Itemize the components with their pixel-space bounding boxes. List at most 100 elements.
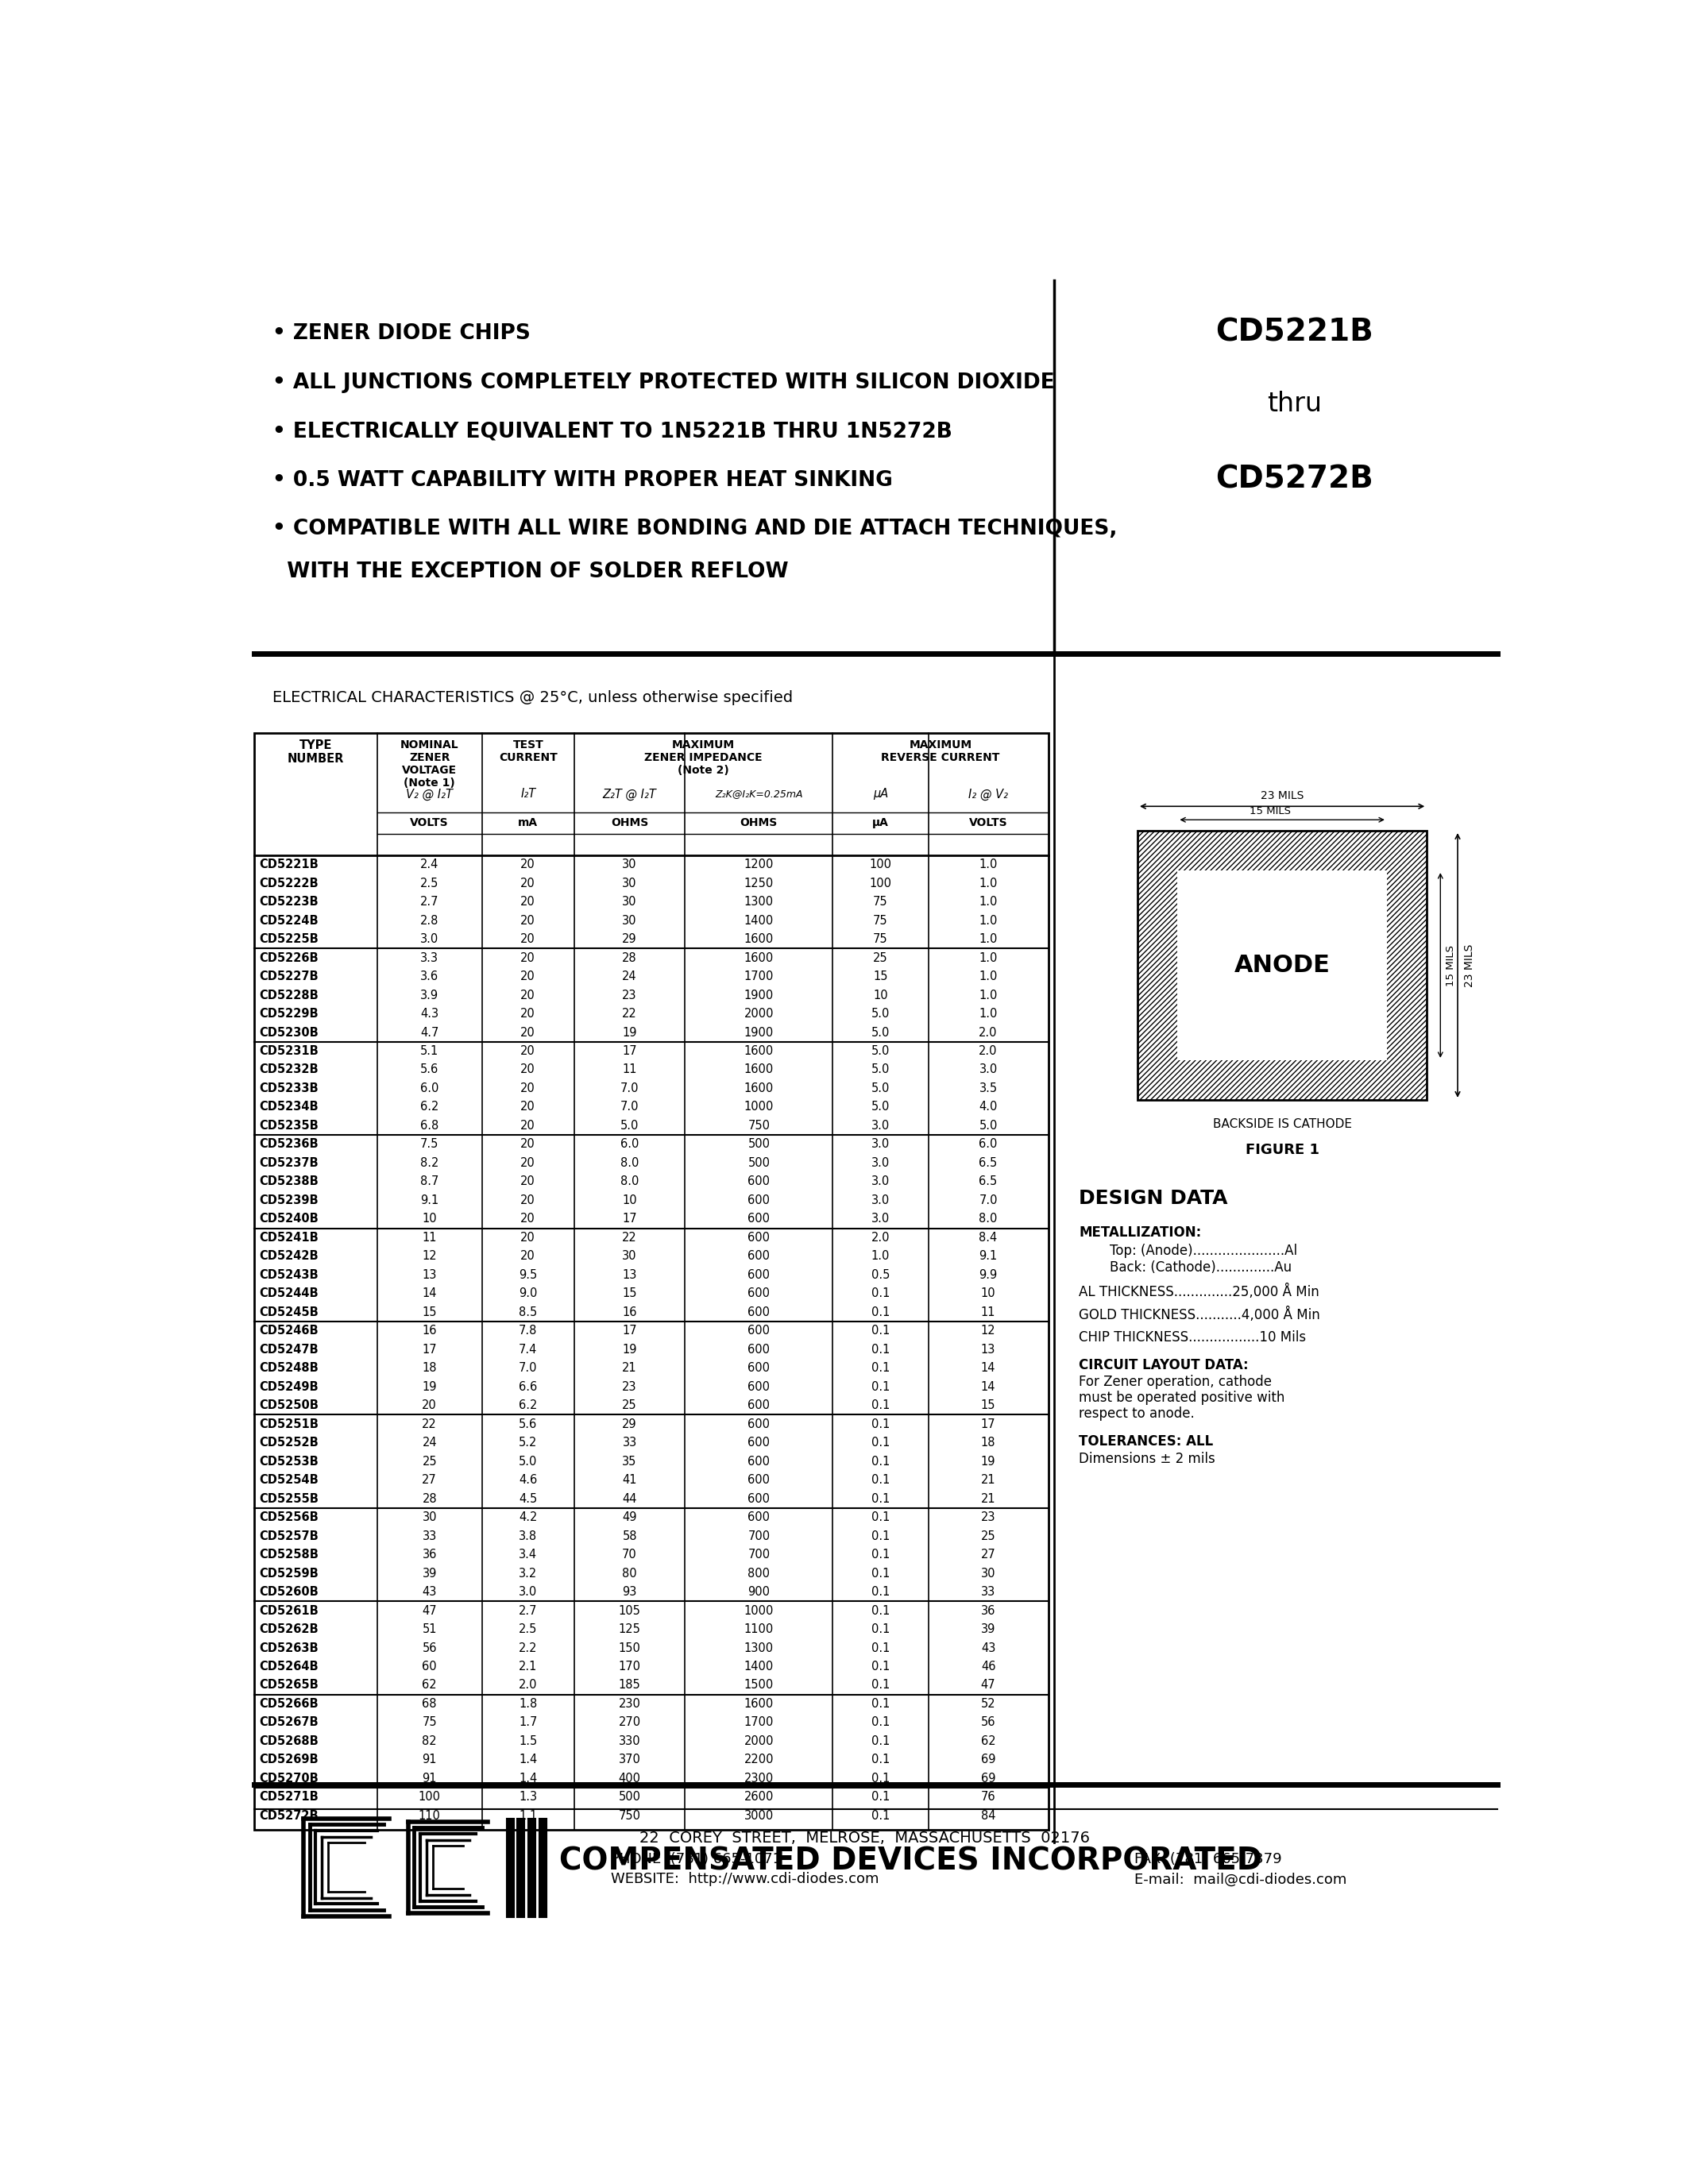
Text: 0.1: 0.1 [871,1660,890,1673]
Text: 7.0: 7.0 [619,1101,640,1114]
Text: CD5223B: CD5223B [258,895,319,909]
Text: 2.0: 2.0 [979,1026,998,1037]
Text: 0.1: 0.1 [871,1754,890,1767]
Text: 20: 20 [520,1046,535,1057]
Text: 9.9: 9.9 [979,1269,998,1280]
Text: 600: 600 [748,1417,770,1431]
Text: 36: 36 [981,1605,996,1616]
Text: CD5242B: CD5242B [258,1249,319,1262]
Text: 3.3: 3.3 [420,952,439,963]
Text: 22  COREY  STREET,  MELROSE,  MASSACHUSETTS  02176: 22 COREY STREET, MELROSE, MASSACHUSETTS … [640,1830,1090,1845]
Text: CD5266B: CD5266B [258,1697,319,1710]
Text: 1.4: 1.4 [518,1773,537,1784]
Text: mA: mA [518,817,538,828]
Text: 23: 23 [981,1511,996,1522]
Text: 20: 20 [520,1101,535,1114]
Text: 1.0: 1.0 [979,970,998,983]
Text: 46: 46 [981,1660,996,1673]
Text: 43: 43 [422,1586,437,1599]
Text: 0.1: 0.1 [871,1343,890,1356]
Text: 600: 600 [748,1494,770,1505]
Text: 8.5: 8.5 [518,1306,537,1319]
Text: 8.2: 8.2 [420,1158,439,1168]
Text: 1.0: 1.0 [979,989,998,1000]
Text: 900: 900 [748,1586,770,1599]
Text: CD5253B: CD5253B [258,1455,319,1468]
Text: 3.0: 3.0 [979,1064,998,1077]
Text: 8.4: 8.4 [979,1232,998,1243]
Text: 8.0: 8.0 [979,1212,998,1225]
Text: 600: 600 [748,1175,770,1188]
Text: 4.5: 4.5 [518,1494,537,1505]
Text: 6.5: 6.5 [979,1175,998,1188]
Text: 1.0: 1.0 [871,1249,890,1262]
Text: 1000: 1000 [744,1605,773,1616]
Text: 9.1: 9.1 [979,1249,998,1262]
Text: CD5222B: CD5222B [258,878,319,889]
Text: CD5269B: CD5269B [258,1754,319,1767]
Text: CD5257B: CD5257B [258,1531,319,1542]
Text: CD5225B: CD5225B [258,933,319,946]
Text: TOLERANCES: ALL: TOLERANCES: ALL [1079,1435,1214,1448]
Text: 3.0: 3.0 [871,1212,890,1225]
Text: 0.1: 0.1 [871,1642,890,1653]
Text: 76: 76 [981,1791,996,1804]
Text: 18: 18 [422,1363,437,1374]
Text: 29: 29 [623,933,636,946]
Text: 21: 21 [981,1474,996,1485]
Text: BACKSIDE IS CATHODE: BACKSIDE IS CATHODE [1212,1118,1352,1129]
Text: 39: 39 [422,1568,437,1579]
Text: 4.2: 4.2 [518,1511,537,1522]
Text: 1.0: 1.0 [979,895,998,909]
Text: 13: 13 [623,1269,636,1280]
Text: 4.6: 4.6 [518,1474,537,1485]
Text: 3.9: 3.9 [420,989,439,1000]
Text: • ZENER DIODE CHIPS: • ZENER DIODE CHIPS [272,323,530,343]
Text: Z₂K@I₂K=0.25mA: Z₂K@I₂K=0.25mA [716,788,803,799]
Text: FAX  (781) 665-7379: FAX (781) 665-7379 [1134,1852,1281,1867]
Text: 56: 56 [981,1717,996,1728]
Text: 3.0: 3.0 [871,1175,890,1188]
Text: 30: 30 [623,878,636,889]
Text: CD5234B: CD5234B [258,1101,319,1114]
Text: CHIP THICKNESS.................10 Mils: CHIP THICKNESS.................10 Mils [1079,1330,1307,1345]
Text: 6.5: 6.5 [979,1158,998,1168]
Text: CD5250B: CD5250B [258,1400,319,1411]
Text: 7.4: 7.4 [518,1343,537,1356]
Text: 0.1: 0.1 [871,1494,890,1505]
Text: 20: 20 [520,858,535,871]
Text: • ELECTRICALLY EQUIVALENT TO 1N5221B THRU 1N5272B: • ELECTRICALLY EQUIVALENT TO 1N5221B THR… [272,422,952,441]
Text: 1.4: 1.4 [518,1754,537,1767]
Text: 20: 20 [520,970,535,983]
Text: 270: 270 [618,1717,641,1728]
Text: CD5256B: CD5256B [258,1511,319,1522]
Text: 11: 11 [981,1306,996,1319]
Text: 2000: 2000 [744,1007,773,1020]
Text: 12: 12 [981,1326,996,1337]
Text: 9.5: 9.5 [518,1269,537,1280]
Text: 1400: 1400 [744,915,773,926]
Text: 3.0: 3.0 [420,933,439,946]
Text: CD5262B: CD5262B [258,1623,319,1636]
Text: 9.0: 9.0 [518,1289,537,1299]
Text: 6.6: 6.6 [518,1380,537,1393]
Text: CD5243B: CD5243B [258,1269,319,1280]
Text: CD5221B: CD5221B [1215,317,1374,347]
Text: CD5270B: CD5270B [258,1773,319,1784]
Text: 20: 20 [520,1007,535,1020]
Text: 20: 20 [520,1175,535,1188]
Text: 330: 330 [618,1736,641,1747]
Text: 0.1: 0.1 [871,1773,890,1784]
Text: 100: 100 [869,878,891,889]
Text: 0.1: 0.1 [871,1697,890,1710]
Text: 2200: 2200 [744,1754,773,1767]
Text: 2.4: 2.4 [420,858,439,871]
Text: OHMS: OHMS [611,817,648,828]
Text: 19: 19 [623,1026,636,1037]
Text: 5.0: 5.0 [871,1101,890,1114]
Text: 47: 47 [422,1605,437,1616]
Text: 58: 58 [623,1531,636,1542]
Text: 56: 56 [422,1642,437,1653]
Text: 10: 10 [981,1289,996,1299]
Text: CD5224B: CD5224B [258,915,319,926]
